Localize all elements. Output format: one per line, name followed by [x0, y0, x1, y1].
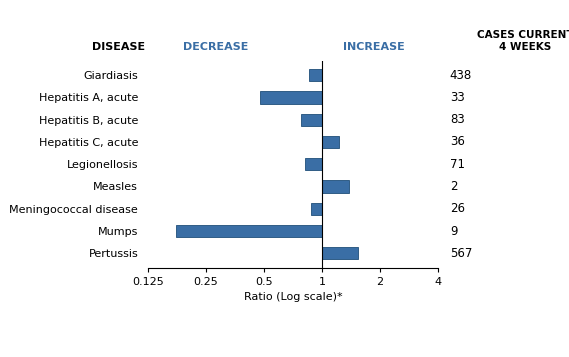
Text: 33: 33 [450, 91, 464, 104]
Text: 71: 71 [450, 158, 465, 171]
Text: 567: 567 [450, 247, 472, 260]
Bar [310, 69, 322, 81]
Bar [259, 91, 322, 104]
Text: 36: 36 [450, 135, 465, 149]
Bar [311, 203, 322, 215]
Text: 26: 26 [450, 202, 465, 215]
Text: 9: 9 [450, 225, 457, 237]
Text: 2: 2 [450, 180, 457, 193]
Text: 83: 83 [450, 113, 464, 126]
Bar [322, 180, 349, 193]
Bar [300, 114, 322, 126]
Text: 4 WEEKS: 4 WEEKS [499, 42, 551, 52]
Bar [306, 158, 322, 170]
Text: DECREASE: DECREASE [183, 42, 248, 52]
Bar [322, 136, 339, 148]
Bar [322, 247, 358, 260]
Bar [176, 225, 322, 237]
Text: CASES CURRENT: CASES CURRENT [477, 30, 569, 40]
Text: INCREASE: INCREASE [343, 42, 405, 52]
Text: 438: 438 [450, 69, 472, 82]
Text: DISEASE: DISEASE [92, 42, 145, 52]
X-axis label: Ratio (Log scale)*: Ratio (Log scale)* [244, 292, 343, 302]
